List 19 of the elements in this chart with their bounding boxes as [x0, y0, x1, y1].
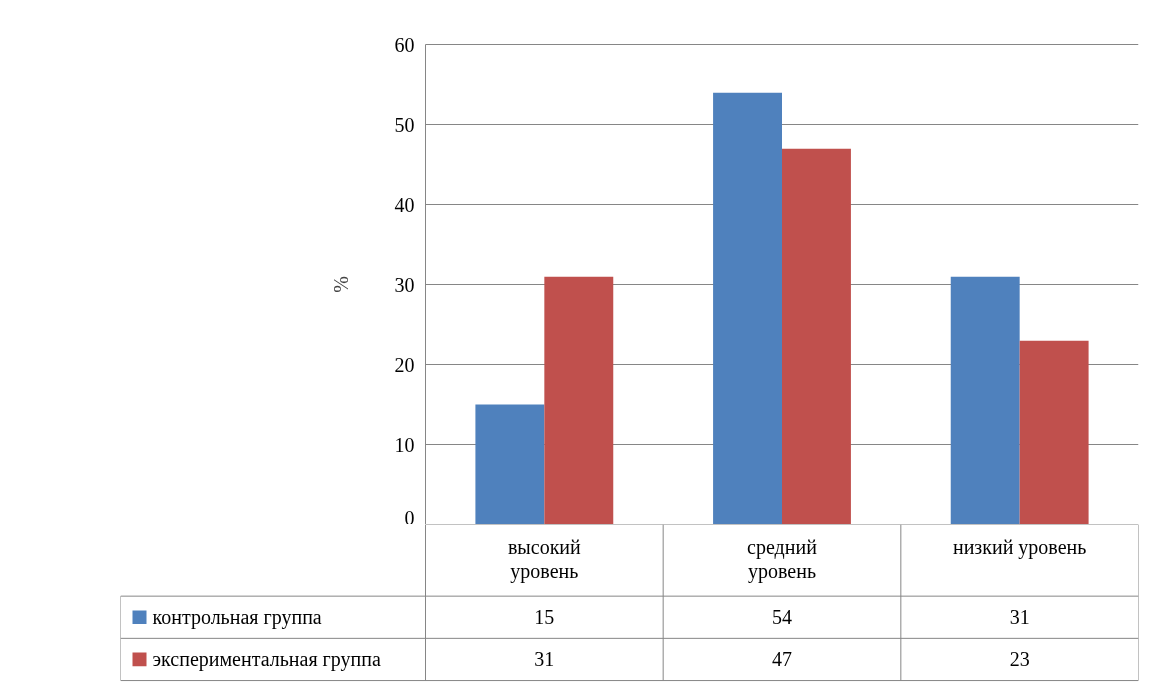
y-tick-label: 0	[404, 506, 415, 529]
x-tick-label: высокий уровень	[507, 536, 582, 584]
y-tick-label: 10	[394, 433, 415, 456]
data-label: 31	[1009, 606, 1030, 629]
y-tick-label: 40	[394, 193, 415, 216]
legend-label: экспериментальная группа	[152, 648, 381, 672]
data-label: 47	[772, 648, 792, 671]
legend-label: контрольная группа	[152, 606, 322, 630]
y-tick-label: 60	[394, 33, 415, 56]
x-tick-label: низкий уровень	[952, 536, 1087, 560]
y-tick-label: 50	[394, 113, 415, 136]
y-tick-label: 20	[394, 353, 415, 376]
data-label: 23	[1009, 648, 1030, 671]
data-label: 31	[534, 648, 555, 671]
x-tick-label: средний уровень	[747, 536, 818, 584]
y-axis-title: %	[329, 276, 352, 293]
y-tick-label: 30	[394, 273, 415, 296]
data-label: 54	[772, 606, 792, 629]
data-label: 15	[534, 606, 555, 629]
